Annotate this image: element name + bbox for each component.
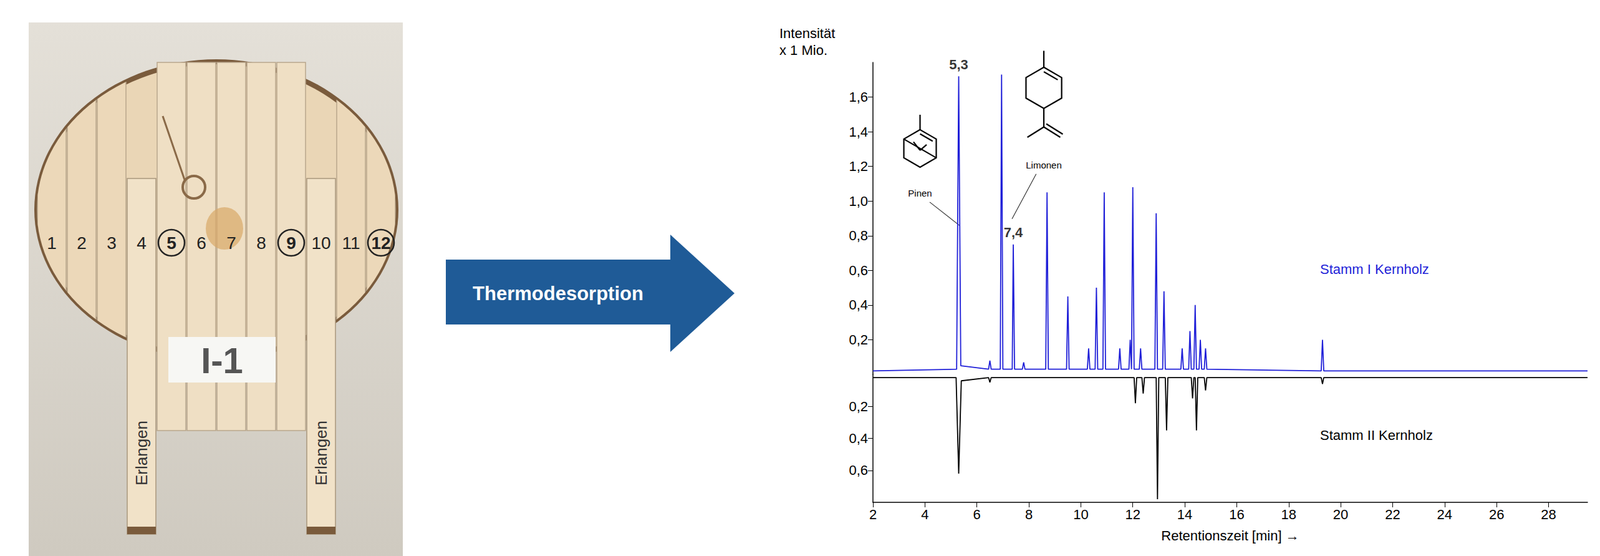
svg-text:0,2: 0,2 (848, 398, 868, 415)
svg-text:5: 5 (166, 233, 177, 253)
svg-text:18: 18 (1281, 506, 1297, 522)
svg-text:1,6: 1,6 (848, 89, 868, 105)
svg-text:I-1: I-1 (200, 339, 244, 381)
svg-text:12: 12 (371, 233, 391, 253)
svg-text:Pinen: Pinen (907, 187, 932, 199)
svg-text:4: 4 (920, 506, 929, 522)
svg-text:2: 2 (869, 506, 877, 522)
svg-text:Stamm II Kernholz: Stamm II Kernholz (1320, 427, 1433, 443)
svg-text:Erlangen: Erlangen (132, 420, 151, 486)
svg-text:28: 28 (1540, 506, 1556, 522)
svg-text:0,4: 0,4 (848, 296, 868, 313)
svg-text:0,4: 0,4 (848, 430, 868, 446)
svg-text:10: 10 (1073, 506, 1089, 522)
svg-text:22: 22 (1384, 506, 1400, 522)
svg-text:Stamm I Kernholz: Stamm I Kernholz (1320, 261, 1430, 277)
svg-text:10: 10 (311, 233, 331, 253)
svg-text:Retentionszeit [min] →: Retentionszeit [min] → (1161, 527, 1299, 544)
svg-text:7,4: 7,4 (1003, 224, 1024, 241)
svg-text:7: 7 (226, 233, 237, 253)
svg-text:9: 9 (286, 233, 297, 253)
svg-text:12: 12 (1124, 506, 1140, 522)
svg-text:8: 8 (256, 233, 267, 253)
svg-text:24: 24 (1437, 506, 1453, 522)
svg-text:1,0: 1,0 (848, 193, 868, 209)
svg-text:3: 3 (106, 233, 117, 253)
svg-text:2: 2 (76, 233, 87, 253)
svg-text:1,4: 1,4 (848, 124, 868, 140)
svg-text:14: 14 (1177, 506, 1193, 522)
svg-text:6: 6 (973, 506, 981, 522)
svg-text:Erlangen: Erlangen (311, 420, 331, 486)
svg-text:26: 26 (1489, 506, 1504, 522)
svg-text:11: 11 (341, 233, 360, 253)
svg-text:8: 8 (1025, 506, 1033, 522)
svg-text:x 1 Mio.: x 1 Mio. (779, 42, 828, 58)
svg-text:5,3: 5,3 (949, 56, 969, 73)
svg-text:1,2: 1,2 (848, 158, 868, 174)
svg-text:0,2: 0,2 (848, 331, 868, 348)
svg-text:20: 20 (1333, 506, 1349, 522)
svg-text:16: 16 (1228, 506, 1244, 522)
svg-text:0,6: 0,6 (848, 262, 868, 279)
svg-text:0,8: 0,8 (848, 227, 868, 244)
svg-text:1: 1 (46, 233, 57, 253)
svg-text:Intensität: Intensität (779, 25, 835, 42)
svg-text:6: 6 (196, 233, 207, 253)
svg-text:0,6: 0,6 (848, 462, 868, 478)
svg-text:Thermodesorption: Thermodesorption (472, 282, 644, 305)
svg-text:Limonen: Limonen (1025, 159, 1062, 171)
svg-text:4: 4 (136, 233, 147, 253)
